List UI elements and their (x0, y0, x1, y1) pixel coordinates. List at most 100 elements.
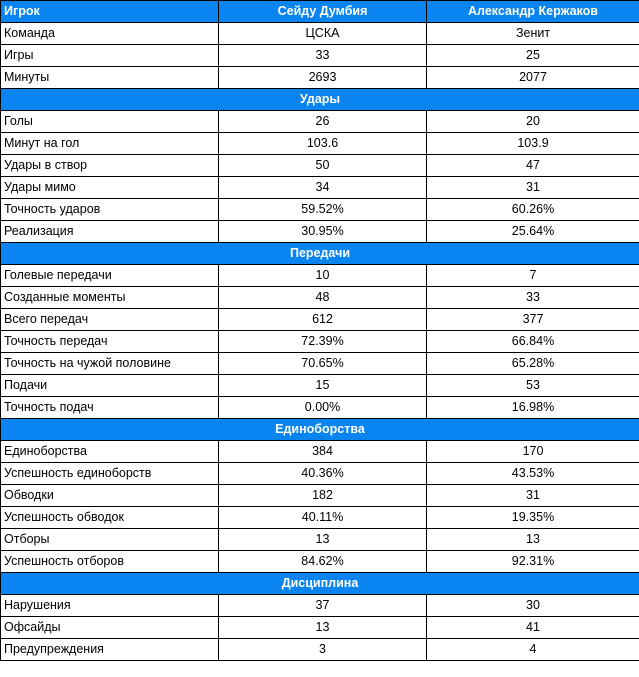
table-row: Офсайды 13 41 (0, 616, 639, 639)
table-row: Минуты 2693 2077 (0, 66, 639, 89)
table-row: Успешность обводок 40.11% 19.35% (0, 506, 639, 529)
table-row: Игры 33 25 (0, 44, 639, 67)
table-row: Удары в створ 50 47 (0, 154, 639, 177)
player1-value: 70.65% (218, 352, 427, 375)
stat-label: Голевые передачи (0, 264, 219, 287)
player1-value: 182 (218, 484, 427, 507)
player2-value: 31 (426, 176, 639, 199)
player2-value: 92.31% (426, 550, 639, 573)
table-header-row: Игрок Сейду Думбия Александр Кержаков (0, 0, 639, 23)
player1-value: 72.39% (218, 330, 427, 353)
player1-value: ЦСКА (218, 22, 427, 45)
player2-value: 25.64% (426, 220, 639, 243)
player2-value: 53 (426, 374, 639, 397)
header-player2: Александр Кержаков (426, 0, 639, 23)
section-title: Дисциплина (0, 572, 639, 595)
table-row: Точность на чужой половине 70.65% 65.28% (0, 352, 639, 375)
table-row: Обводки 182 31 (0, 484, 639, 507)
player2-value: 33 (426, 286, 639, 309)
stat-label: Отборы (0, 528, 219, 551)
section-title: Единоборства (0, 418, 639, 441)
table-row: Минут на гол 103.6 103.9 (0, 132, 639, 155)
player1-value: 0.00% (218, 396, 427, 419)
player2-value: 41 (426, 616, 639, 639)
table-row: Точность ударов 59.52% 60.26% (0, 198, 639, 221)
table-row: Предупреждения 3 4 (0, 638, 639, 661)
stat-label: Созданные моменты (0, 286, 219, 309)
player2-value: 65.28% (426, 352, 639, 375)
player1-value: 612 (218, 308, 427, 331)
player1-value: 37 (218, 594, 427, 617)
stat-label: Предупреждения (0, 638, 219, 661)
player2-value: 2077 (426, 66, 639, 89)
section-header-row: Удары (0, 88, 639, 111)
player2-value: 377 (426, 308, 639, 331)
table-row: Голы 26 20 (0, 110, 639, 133)
player1-value: 50 (218, 154, 427, 177)
stat-label: Успешность отборов (0, 550, 219, 573)
section-header-row: Передачи (0, 242, 639, 265)
stat-label: Обводки (0, 484, 219, 507)
stat-label: Голы (0, 110, 219, 133)
player2-value: 30 (426, 594, 639, 617)
table-row: Голевые передачи 10 7 (0, 264, 639, 287)
stat-label: Всего передач (0, 308, 219, 331)
player1-value: 26 (218, 110, 427, 133)
player2-value: 60.26% (426, 198, 639, 221)
stat-label: Игры (0, 44, 219, 67)
table-row: Точность подач 0.00% 16.98% (0, 396, 639, 419)
player1-value: 40.36% (218, 462, 427, 485)
header-player-label: Игрок (0, 0, 219, 23)
player1-value: 33 (218, 44, 427, 67)
player2-value: 170 (426, 440, 639, 463)
player1-value: 10 (218, 264, 427, 287)
player1-value: 384 (218, 440, 427, 463)
player2-value: 66.84% (426, 330, 639, 353)
stat-label: Успешность единоборств (0, 462, 219, 485)
player1-value: 3 (218, 638, 427, 661)
player1-value: 13 (218, 616, 427, 639)
stat-label: Точность подач (0, 396, 219, 419)
section-title: Передачи (0, 242, 639, 265)
table-row: Точность передач 72.39% 66.84% (0, 330, 639, 353)
stat-label: Подачи (0, 374, 219, 397)
player2-value: 4 (426, 638, 639, 661)
table-row: Отборы 13 13 (0, 528, 639, 551)
stat-label: Команда (0, 22, 219, 45)
table-row: Команда ЦСКА Зенит (0, 22, 639, 45)
player2-value: 7 (426, 264, 639, 287)
player1-value: 84.62% (218, 550, 427, 573)
stat-label: Минуты (0, 66, 219, 89)
player2-value: 47 (426, 154, 639, 177)
player-comparison-table: Игрок Сейду Думбия Александр Кержаков Ко… (0, 0, 639, 661)
player2-value: 16.98% (426, 396, 639, 419)
stat-label: Успешность обводок (0, 506, 219, 529)
section-title: Удары (0, 88, 639, 111)
table-row: Нарушения 37 30 (0, 594, 639, 617)
stat-label: Точность ударов (0, 198, 219, 221)
stat-label: Минут на гол (0, 132, 219, 155)
player1-value: 48 (218, 286, 427, 309)
stat-label: Реализация (0, 220, 219, 243)
player1-value: 40.11% (218, 506, 427, 529)
player2-value: 103.9 (426, 132, 639, 155)
player1-value: 15 (218, 374, 427, 397)
player1-value: 59.52% (218, 198, 427, 221)
table-row: Единоборства 384 170 (0, 440, 639, 463)
table-row: Успешность отборов 84.62% 92.31% (0, 550, 639, 573)
section-header-row: Дисциплина (0, 572, 639, 595)
player2-value: 13 (426, 528, 639, 551)
stat-label: Единоборства (0, 440, 219, 463)
player1-value: 34 (218, 176, 427, 199)
table-row: Успешность единоборств 40.36% 43.53% (0, 462, 639, 485)
player1-value: 30.95% (218, 220, 427, 243)
player1-value: 103.6 (218, 132, 427, 155)
table-body: Команда ЦСКА Зенит Игры 33 25 Минуты 2693 2077 Уд… (0, 22, 639, 661)
stat-label: Точность передач (0, 330, 219, 353)
header-player1: Сейду Думбия (218, 0, 427, 23)
player1-value: 13 (218, 528, 427, 551)
player2-value: 20 (426, 110, 639, 133)
stat-label: Удары мимо (0, 176, 219, 199)
player2-value: 31 (426, 484, 639, 507)
stat-label: Точность на чужой половине (0, 352, 219, 375)
